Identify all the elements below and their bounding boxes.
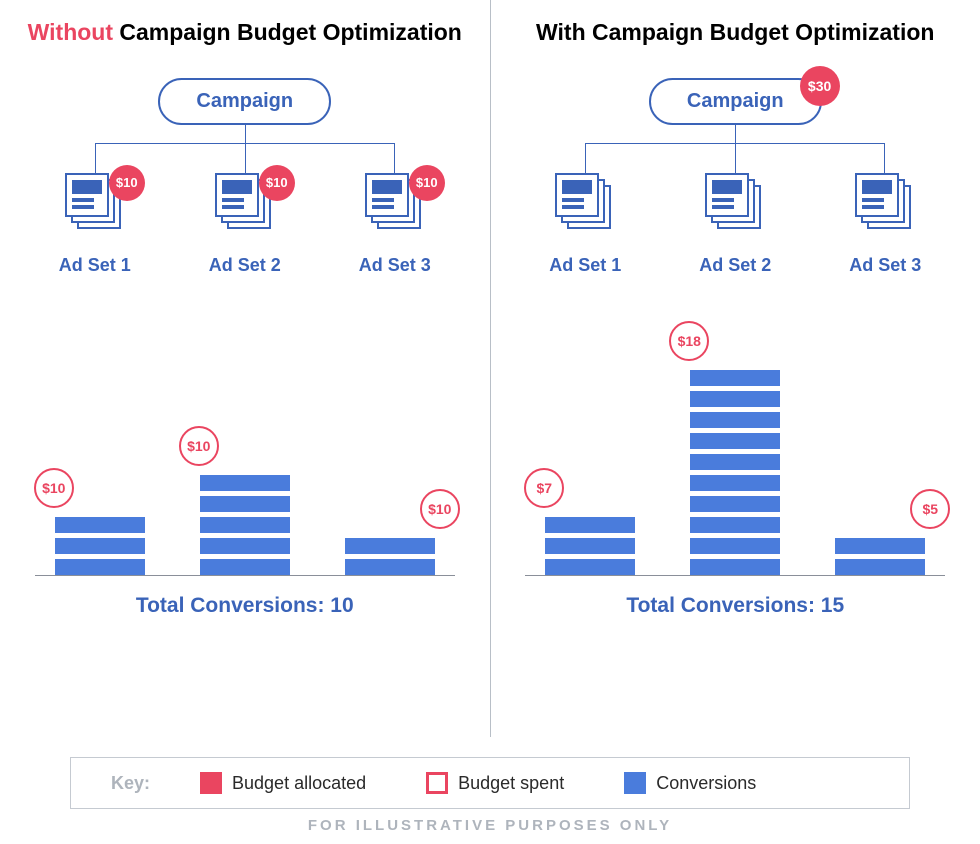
panel-without: Without Campaign Budget Optimization Cam… xyxy=(0,0,490,737)
adsets-row: Ad Set 1 Ad Set 2 Ad Set 3 xyxy=(525,173,945,276)
conversion-segment xyxy=(545,517,635,533)
budget-spent-badge: $10 xyxy=(420,489,460,529)
conversion-segment xyxy=(690,454,780,470)
legend-label: Budget allocated xyxy=(232,773,366,794)
budget-spent-badge: $18 xyxy=(669,321,709,361)
bar-column: $10 xyxy=(195,470,295,575)
adset-stack-icon: $10 xyxy=(65,173,125,233)
conversion-segment xyxy=(690,559,780,575)
conversion-segment xyxy=(690,475,780,491)
legend-label: Budget spent xyxy=(458,773,564,794)
chart-area: $7 $18 $5 xyxy=(525,316,945,576)
adset: Ad Set 3 xyxy=(825,173,945,276)
conversion-segment xyxy=(835,538,925,554)
title-rest: Campaign Budget Optimization xyxy=(113,19,462,45)
budget-allocated-badge: $30 xyxy=(800,66,840,106)
adset-label: Ad Set 1 xyxy=(59,255,131,276)
infographic-container: Without Campaign Budget Optimization Cam… xyxy=(0,0,980,844)
conversion-segment xyxy=(690,433,780,449)
campaign-node: Campaign xyxy=(158,78,331,125)
conversion-segment xyxy=(690,517,780,533)
bar-column: $10 xyxy=(50,512,150,575)
panels-row: Without Campaign Budget Optimization Cam… xyxy=(0,0,980,737)
bars-row: $10$10$10 xyxy=(35,470,455,575)
budget-spent-badge: $10 xyxy=(179,426,219,466)
bar-column: $5 xyxy=(830,533,930,575)
panel-title: Without Campaign Budget Optimization xyxy=(28,18,462,48)
panel-with: With Campaign Budget Optimization Campai… xyxy=(491,0,980,737)
conversion-segment xyxy=(200,559,290,575)
conversion-segment xyxy=(690,391,780,407)
adset-stack-icon: $10 xyxy=(215,173,275,233)
campaign-node: Campaign $30 xyxy=(649,78,822,125)
campaign-label: Campaign xyxy=(687,90,784,112)
legend-item: Budget spent xyxy=(426,772,564,794)
conversion-segment xyxy=(690,538,780,554)
conversion-segment xyxy=(55,559,145,575)
footer-note: FOR ILLUSTRATIVE PURPOSES ONLY xyxy=(0,817,980,834)
adset: Ad Set 1 xyxy=(525,173,645,276)
adset: $10 Ad Set 1 xyxy=(35,173,155,276)
conversion-segment xyxy=(200,475,290,491)
bars-row: $7 $18 $5 xyxy=(525,365,945,575)
conversion-segment xyxy=(55,517,145,533)
adset-label: Ad Set 2 xyxy=(209,255,281,276)
tree-wrap: Campaign $10 Ad Set 1 $10 Ad Set 2 $10 Ad Set… xyxy=(10,78,480,276)
title-highlight: Without xyxy=(28,19,113,45)
total-conversions: Total Conversions: 10 xyxy=(136,594,354,618)
legend-swatch xyxy=(426,772,448,794)
tree-lines xyxy=(555,125,915,173)
title-highlight: With xyxy=(536,19,586,45)
conversion-segment xyxy=(835,559,925,575)
budget-spent-badge: $10 xyxy=(34,468,74,508)
conversion-segment xyxy=(345,559,435,575)
adsets-row: $10 Ad Set 1 $10 Ad Set 2 $10 Ad Set 3 xyxy=(35,173,455,276)
adset-label: Ad Set 2 xyxy=(699,255,771,276)
bar-column: $10 xyxy=(340,533,440,575)
title-rest: Campaign Budget Optimization xyxy=(586,19,935,45)
adset-stack-icon xyxy=(855,173,915,233)
conversion-segment xyxy=(200,538,290,554)
legend-item: Conversions xyxy=(624,772,756,794)
total-conversions: Total Conversions: 15 xyxy=(626,594,844,618)
budget-allocated-badge: $10 xyxy=(259,165,295,201)
legend-key-label: Key: xyxy=(111,773,150,794)
panel-title: With Campaign Budget Optimization xyxy=(536,18,934,48)
budget-allocated-badge: $10 xyxy=(109,165,145,201)
budget-spent-badge: $7 xyxy=(524,468,564,508)
legend: Key: Budget allocated Budget spent Convers… xyxy=(70,757,910,809)
bar-column: $7 xyxy=(540,512,640,575)
adset-label: Ad Set 1 xyxy=(549,255,621,276)
budget-allocated-badge: $10 xyxy=(409,165,445,201)
conversion-segment xyxy=(690,412,780,428)
conversion-segment xyxy=(545,538,635,554)
bar-column: $18 xyxy=(685,365,785,575)
conversion-segment xyxy=(345,538,435,554)
conversion-segment xyxy=(545,559,635,575)
adset: $10 Ad Set 2 xyxy=(185,173,305,276)
campaign-label: Campaign xyxy=(196,90,293,112)
adset-label: Ad Set 3 xyxy=(359,255,431,276)
conversion-segment xyxy=(200,517,290,533)
legend-swatch xyxy=(200,772,222,794)
conversion-segment xyxy=(690,370,780,386)
legend-swatch xyxy=(624,772,646,794)
conversion-segment xyxy=(55,538,145,554)
tree-wrap: Campaign $30 Ad Set 1 Ad Set 2 Ad Set 3 xyxy=(501,78,971,276)
budget-spent-badge: $5 xyxy=(910,489,950,529)
adset-stack-icon xyxy=(555,173,615,233)
adset: Ad Set 2 xyxy=(675,173,795,276)
chart-area: $10$10$10 xyxy=(35,316,455,576)
adset-stack-icon: $10 xyxy=(365,173,425,233)
adset-label: Ad Set 3 xyxy=(849,255,921,276)
adset: $10 Ad Set 3 xyxy=(335,173,455,276)
legend-item: Budget allocated xyxy=(200,772,366,794)
adset-stack-icon xyxy=(705,173,765,233)
legend-items: Budget allocated Budget spent Conversions xyxy=(200,772,756,794)
conversion-segment xyxy=(690,496,780,512)
conversion-segment xyxy=(200,496,290,512)
legend-label: Conversions xyxy=(656,773,756,794)
